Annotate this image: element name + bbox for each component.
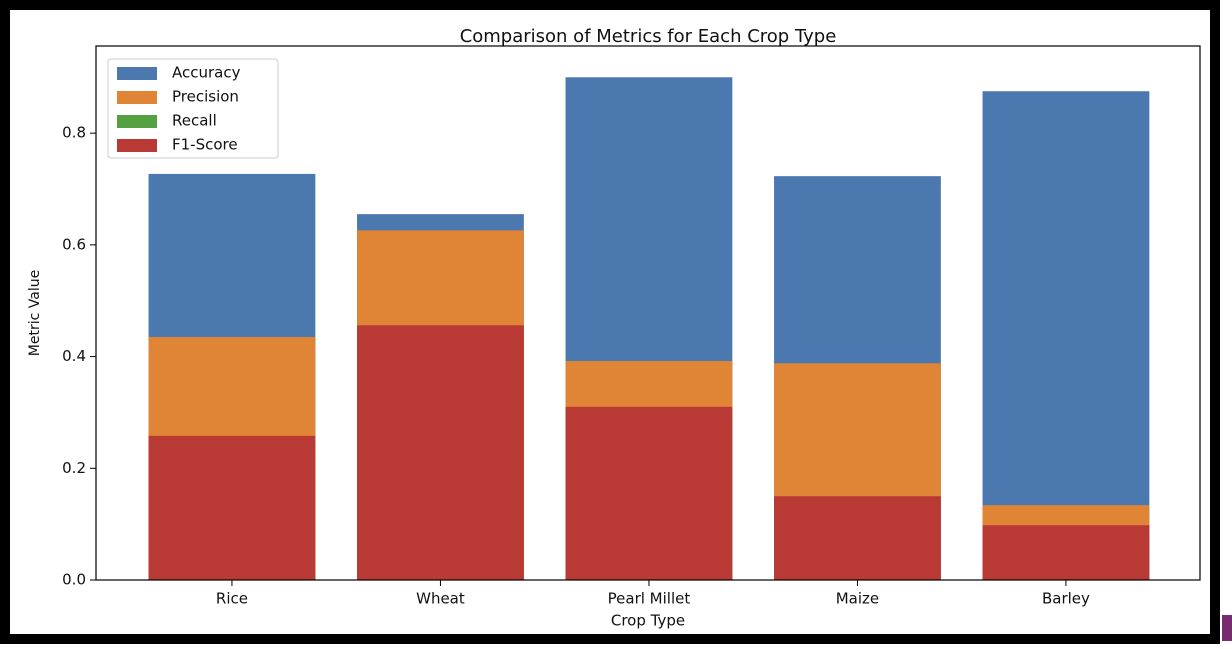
legend-label: F1-Score — [172, 136, 238, 154]
y-tick-label: 0.6 — [62, 235, 86, 253]
x-tick-label: Wheat — [416, 590, 465, 608]
y-tick-label: 0.0 — [62, 571, 86, 589]
legend-box — [107, 58, 279, 159]
axes-frame — [95, 45, 1201, 581]
x-tick-label: Barley — [1042, 590, 1090, 608]
bar — [774, 496, 941, 580]
y-tick-label: 0.8 — [62, 124, 86, 142]
bar — [148, 435, 316, 580]
y-tick-label: 0.2 — [62, 459, 86, 477]
chart-title: Comparison of Metrics for Each Crop Type — [460, 26, 837, 47]
legend: Accuracy Precision Recall F1-Score — [107, 58, 279, 159]
x-axis-label: Crop Type — [611, 612, 685, 630]
bar — [982, 525, 1150, 580]
x-tick-label: Pearl Millet — [608, 590, 691, 608]
bar — [357, 325, 524, 580]
x-tick-label: Rice — [216, 590, 248, 608]
legend-swatch — [117, 139, 157, 152]
y-axis-label: Metric Value — [27, 270, 43, 356]
legend-label: Accuracy — [172, 64, 241, 82]
legend-label: Precision — [172, 88, 239, 106]
legend-swatch — [117, 115, 157, 128]
y-tick-label: 0.4 — [62, 347, 86, 365]
legend-label: Recall — [172, 112, 217, 130]
legend-swatch — [117, 91, 157, 104]
corner-mark — [1222, 615, 1232, 641]
legend-swatch — [117, 67, 157, 80]
bar — [565, 406, 733, 580]
bar — [982, 91, 1150, 581]
x-tick-label: Maize — [836, 590, 879, 608]
